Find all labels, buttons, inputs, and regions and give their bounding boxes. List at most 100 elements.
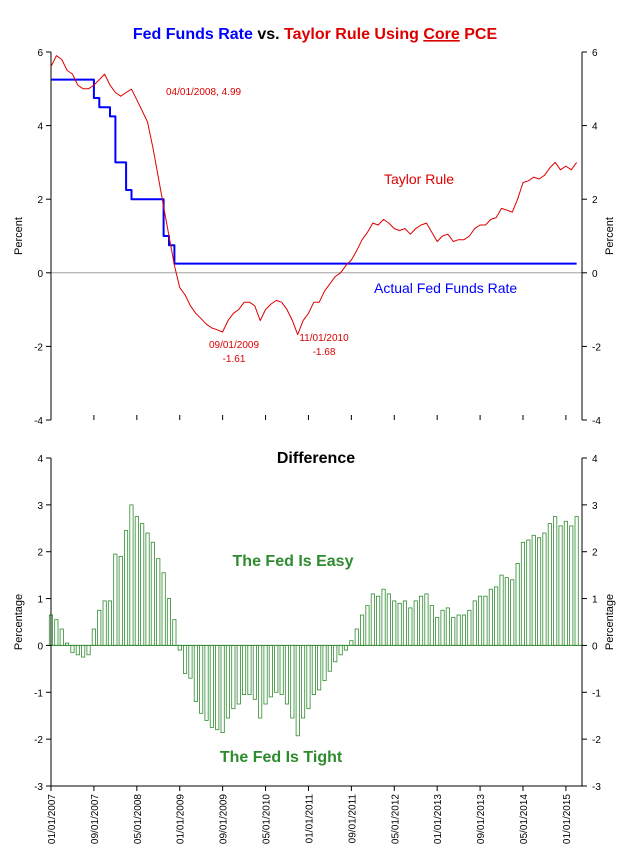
difference-bar	[59, 628, 64, 646]
bottom-x-ticks	[50, 785, 582, 791]
title-pce: PCE	[460, 26, 498, 43]
difference-bar	[354, 628, 359, 646]
difference-bar	[435, 616, 440, 646]
difference-bar	[338, 645, 343, 656]
bottom-left-tick-label: 4	[37, 454, 43, 465]
top-right-tick-label: 6	[592, 48, 598, 59]
title-core: Core	[423, 26, 460, 43]
difference-bar	[477, 595, 483, 646]
difference-bar	[558, 525, 563, 646]
difference-bar	[209, 645, 214, 728]
x-date-label: 01/01/2007	[47, 794, 58, 844]
top-left-tick-label: 0	[37, 269, 43, 280]
difference-bar	[526, 539, 531, 646]
top-y-axis-label: Percent	[13, 217, 25, 255]
difference-bar	[145, 532, 150, 646]
title-fed-funds: Fed Funds Rate	[133, 26, 253, 43]
title-vs: vs.	[253, 26, 284, 43]
bottom-right-tick-label: 1	[592, 595, 598, 606]
bottom-left-tick-label: -2	[34, 735, 43, 746]
difference-bar	[306, 645, 311, 710]
difference-bar	[456, 614, 461, 646]
difference-bar	[461, 614, 466, 646]
difference-bar	[252, 645, 257, 700]
difference-bar	[537, 537, 542, 646]
difference-bar	[322, 645, 327, 681]
bottom-chart-panel: Difference -3 -3 -2 -2 -1 -1 0 0 1 1 2 2 3 3 4 4 Percen…	[13, 450, 616, 793]
difference-bar	[499, 574, 504, 646]
difference-bar	[547, 523, 552, 646]
bottom-right-tick-label: -2	[592, 735, 601, 746]
difference-bar	[531, 534, 536, 646]
difference-bar	[241, 645, 247, 696]
difference-bar	[574, 516, 579, 646]
difference-bar	[494, 586, 499, 646]
bottom-y-axis-label-right: Percentage	[604, 594, 616, 650]
bottom-right-tick-label: 3	[592, 501, 598, 512]
top-left-tick-label: 4	[37, 122, 43, 133]
top-right-tick-label: -2	[592, 342, 601, 353]
top-right-tick-label: 2	[592, 195, 598, 206]
difference-bar	[199, 645, 204, 714]
difference-bar	[215, 645, 220, 731]
difference-bar	[204, 645, 209, 721]
top-chart-panel: Fed Funds Rate vs. Taylor Rule Using Cor…	[13, 26, 616, 427]
top-axes	[50, 52, 583, 420]
x-date-label: 01/01/2013	[433, 794, 444, 844]
x-date-label: 01/01/2009	[176, 794, 187, 844]
difference-bar	[129, 504, 134, 646]
difference-bar	[161, 572, 166, 646]
difference-bar	[542, 532, 547, 646]
bottom-right-tick-label: -1	[592, 688, 601, 699]
difference-bar	[274, 645, 279, 693]
difference-bar	[397, 602, 402, 646]
bottom-left-tick-label: 1	[37, 595, 43, 606]
top-annotation-taylor-label: Taylor Rule	[384, 171, 454, 187]
difference-bar	[102, 600, 107, 646]
top-left-tick-label: -2	[34, 342, 43, 353]
top-left-tick-label: 2	[37, 195, 43, 206]
difference-bar	[86, 645, 91, 656]
top-x-ticks	[50, 415, 567, 420]
bottom-annotation-tight: The Fed Is Tight	[220, 749, 343, 766]
bottom-axes	[50, 458, 583, 786]
bottom-right-tick-label: 2	[592, 548, 598, 559]
difference-bar	[376, 595, 381, 646]
difference-bar	[429, 605, 434, 646]
difference-bar	[472, 600, 477, 646]
bottom-left-tick-label: 3	[37, 501, 43, 512]
top-annotation-trough2: -1.68	[313, 347, 336, 358]
bottom-left-tick-label: -1	[34, 688, 43, 699]
bottom-left-tick-label: 0	[37, 641, 43, 652]
difference-bar	[188, 645, 193, 679]
top-y-axis-label-right: Percent	[604, 217, 616, 255]
difference-bar	[408, 607, 413, 646]
bottom-y-ticks: -3 -3 -2 -2 -1 -1 0 0 1 1 2 2 3 3 4 4	[34, 454, 601, 793]
difference-bar	[563, 520, 568, 646]
difference-bar	[247, 645, 252, 696]
difference-bar	[279, 645, 284, 696]
difference-bar	[166, 598, 172, 646]
difference-bar	[150, 541, 155, 646]
difference-bar	[156, 558, 161, 646]
difference-bar	[140, 523, 145, 646]
difference-bar	[295, 645, 300, 737]
difference-bar	[231, 645, 236, 710]
top-right-tick-label: 4	[592, 122, 598, 133]
difference-bar	[81, 645, 86, 658]
difference-bar	[258, 645, 263, 719]
difference-bar	[349, 640, 354, 646]
top-right-tick-label: -4	[592, 416, 601, 427]
top-annotation-peak: 04/01/2008, 4.99	[166, 87, 242, 98]
difference-bar	[134, 516, 139, 646]
difference-bar	[392, 600, 397, 646]
difference-bar	[193, 645, 198, 703]
difference-bar	[290, 645, 295, 719]
difference-bar	[553, 516, 558, 646]
taylor-rule-line	[50, 55, 578, 336]
x-axis-date-labels: 01/01/2007 09/01/2007 05/01/2008 01/01/2009…	[47, 794, 573, 844]
x-date-label: 01/01/2015	[562, 794, 573, 844]
bottom-right-tick-label: 4	[592, 454, 598, 465]
difference-bar	[70, 645, 75, 653]
